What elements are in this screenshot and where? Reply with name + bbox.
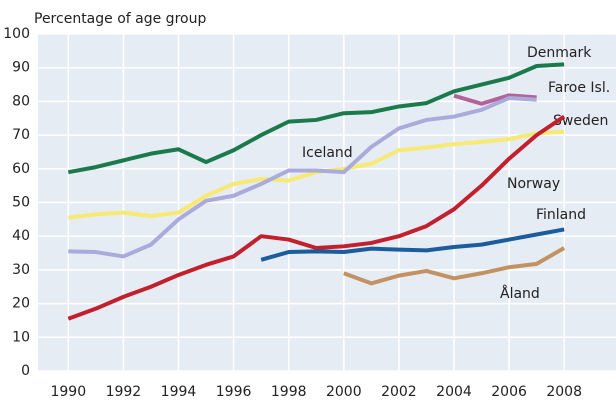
y-tick-label: 90 [12,60,30,76]
series-label: Iceland [302,145,353,161]
x-tick-label: 2002 [381,384,417,400]
series-label: Denmark [527,45,592,61]
y-tick-label: 70 [12,127,30,143]
y-axis-label: Percentage of age group [34,11,206,27]
y-tick-label: 0 [21,363,30,379]
x-tick-label: 1994 [161,384,197,400]
y-tick-label: 80 [12,93,30,109]
series-label: Finland [536,207,586,223]
series-line [67,114,566,321]
x-tick-label: 2000 [326,384,362,400]
y-tick-label: 10 [12,329,30,345]
x-tick-label: 2006 [491,384,527,400]
y-tick-label: 30 [12,262,30,278]
x-tick-label: 1996 [216,384,252,400]
series-line [68,96,537,259]
y-tick-label: 50 [12,195,30,211]
series-label: Sweden [553,113,608,129]
series-line [453,93,537,106]
series-line [343,246,566,286]
series-label: Åland [500,285,540,302]
series-line [67,62,565,175]
x-tick-label: 1998 [271,384,307,400]
x-tick-label: 2008 [546,384,582,400]
y-tick-label: 40 [12,228,30,244]
x-tick-label: 1992 [106,384,142,400]
x-tick-label: 1990 [50,384,86,400]
y-tick-label: 100 [3,26,30,42]
y-tick-label: 20 [12,296,30,312]
series-line [260,227,565,262]
x-tick-label: 2004 [436,384,472,400]
series-label: Faroe Isl. [548,80,610,96]
y-tick-label: 60 [12,161,30,177]
series-label: Norway [507,176,560,192]
